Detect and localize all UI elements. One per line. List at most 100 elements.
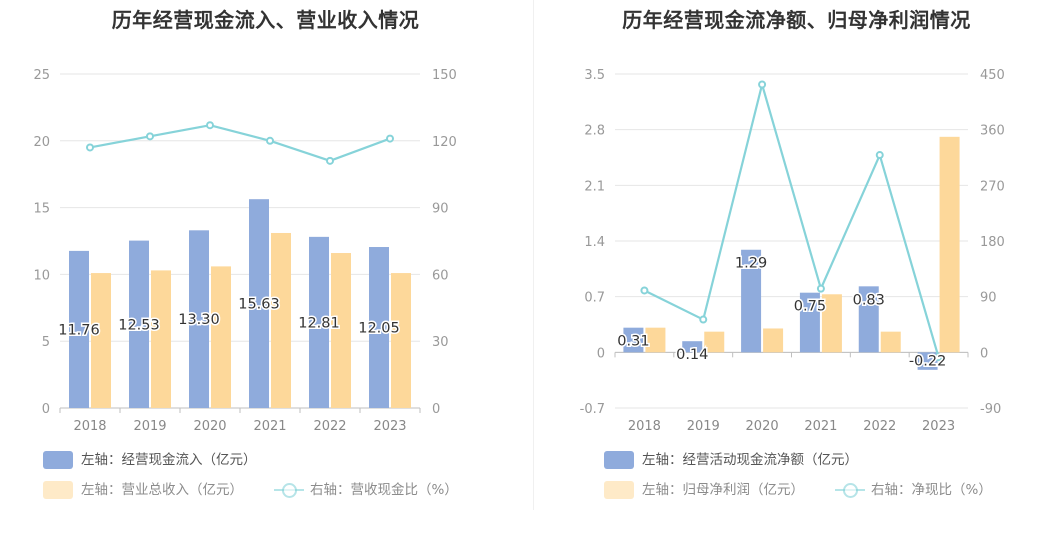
line-series: [89, 124, 391, 163]
bar-secondary: [704, 331, 725, 353]
bar-data-label: 12.05: [358, 321, 400, 337]
legend-label: 右轴：营收现金比（%）: [310, 482, 458, 498]
x-axis-tick-label: 2020: [746, 419, 779, 434]
line-point: [326, 156, 334, 165]
right-axis-tick-label: 450: [980, 68, 1005, 83]
bar-primary: [741, 249, 762, 353]
legend-line-icon: [274, 481, 304, 499]
bar-secondary: [271, 232, 291, 408]
bar-secondary: [645, 327, 666, 353]
right-axis-tick-label: 0: [432, 402, 440, 417]
bar-primary: [799, 292, 820, 353]
bar-secondary: [151, 270, 171, 408]
bar-primary: [623, 327, 644, 353]
left-axis-tick-label: 0.7: [584, 291, 605, 306]
left-axis-tick-label: 10: [33, 268, 50, 283]
panel-divider: [533, 0, 534, 510]
line-point: [934, 353, 943, 362]
right-axis-tick-label: 90: [432, 202, 449, 217]
left-axis-tick-label: -0.7: [580, 402, 605, 417]
bar-data-label: 12.53: [118, 317, 160, 333]
left-axis-tick-label: 15: [33, 202, 50, 217]
left-axis-tick-label: 3.5: [584, 68, 605, 83]
legend-item-bar1[interactable]: 左轴：经营活动现金流净额（亿元）: [604, 449, 858, 471]
line-point: [266, 136, 274, 145]
legend-item-line[interactable]: 右轴：营收现金比（%）: [274, 479, 458, 501]
line-point: [699, 315, 708, 324]
x-axis-tick-label: 2022: [863, 419, 896, 434]
x-axis-tick-label: 2021: [804, 419, 837, 434]
right-axis-tick-label: 150: [432, 68, 457, 83]
bar-primary: [309, 236, 329, 408]
legend-item-bar1[interactable]: 左轴：经营现金流入（亿元）: [43, 449, 257, 471]
bar-primary: [69, 250, 89, 408]
legend-label: 左轴：经营现金流入（亿元）: [81, 452, 257, 468]
bar-secondary: [939, 136, 960, 353]
bar-data-label: 15.63: [238, 297, 280, 313]
legend-label: 左轴：经营活动现金流净额（亿元）: [642, 452, 858, 468]
legend-item-line[interactable]: 右轴：净现比（%）: [835, 479, 992, 501]
bar-secondary: [821, 294, 842, 353]
left-axis-tick-label: 0: [597, 346, 605, 361]
x-axis-tick-label: 2020: [193, 419, 226, 434]
legend-label: 左轴：归母净利润（亿元）: [642, 482, 804, 498]
x-axis-tick-label: 2018: [628, 419, 661, 434]
bar-secondary: [331, 253, 351, 408]
bar-data-label: -0.22: [909, 353, 947, 369]
right-axis-tick-label: 360: [980, 124, 1005, 139]
legend-item-bar2[interactable]: 左轴：营业总收入（亿元）: [43, 479, 243, 501]
right-chart-panel: 历年经营现金流净额、归母净利润情况 -0.7 0 0.7 1.4 2.1 2.8 3.5 -9…: [531, 0, 1062, 546]
line-point: [640, 286, 649, 295]
bar-primary: [369, 247, 389, 408]
legend-swatch: [43, 451, 73, 469]
right-axis-tick-label: 0: [980, 346, 988, 361]
legend-label: 左轴：营业总收入（亿元）: [81, 482, 243, 498]
left-axis-tick-label: 0: [42, 402, 50, 417]
legend-swatch: [604, 451, 634, 469]
left-axis-tick-label: 2.1: [584, 179, 605, 194]
left-axis-tick-label: 2.8: [584, 124, 605, 139]
line-point: [758, 80, 767, 89]
legend-item-bar2[interactable]: 左轴：归母净利润（亿元）: [604, 479, 804, 501]
chart-title: 历年经营现金流入、营业收入情况: [111, 8, 420, 32]
right-axis-tick-label: 90: [980, 291, 997, 306]
right-axis-tick-label: 180: [980, 235, 1005, 250]
line-point: [86, 143, 94, 152]
bar-secondary: [91, 273, 111, 408]
bar-primary: [682, 341, 703, 353]
bar-secondary: [211, 266, 231, 408]
right-axis-tick-label: -90: [980, 402, 1001, 417]
left-chart-panel: 历年经营现金流入、营业收入情况 0 5 10 15 20 25 0 30 60 90 120 150 2…: [33, 8, 458, 501]
right-axis-tick-label: 30: [432, 335, 449, 350]
bar-data-label: 0.75: [794, 299, 826, 315]
legend-label: 右轴：净现比（%）: [871, 482, 992, 498]
line-point: [206, 121, 214, 130]
x-axis-tick-label: 2019: [133, 419, 166, 434]
x-axis-tick-label: 2021: [253, 419, 286, 434]
bar-primary: [917, 352, 938, 370]
bar-secondary: [391, 273, 411, 408]
bar-data-label: 0.83: [853, 292, 885, 308]
bar-primary: [129, 240, 149, 408]
bar-primary: [189, 230, 209, 408]
bar-secondary: [880, 331, 901, 353]
right-chart-plot: -0.7 0 0.7 1.4 2.1 2.8 3.5 -90 0 90 180 270 360 450 20…: [580, 68, 1005, 434]
legend-swatch: [43, 481, 73, 499]
bar-primary: [858, 286, 879, 353]
x-axis-tick-label: 2022: [313, 419, 346, 434]
right-axis-tick-label: 270: [980, 179, 1005, 194]
x-axis-tick-label: 2023: [373, 419, 406, 434]
bar-secondary: [763, 328, 784, 353]
right-axis-tick-label: 120: [432, 135, 457, 150]
line-point: [816, 284, 825, 293]
legend-swatch: [604, 481, 634, 499]
x-axis-tick-label: 2019: [687, 419, 720, 434]
left-axis-tick-label: 1.4: [584, 235, 605, 250]
right-axis-tick-label: 60: [432, 268, 449, 283]
bar-data-label: 11.76: [58, 322, 100, 338]
bar-data-label: 13.30: [178, 312, 220, 328]
left-axis-tick-label: 5: [42, 335, 50, 350]
line-point: [386, 134, 394, 143]
chart-title: 历年经营现金流净额、归母净利润情况: [622, 8, 971, 32]
bar-data-label: 1.29: [735, 256, 767, 272]
